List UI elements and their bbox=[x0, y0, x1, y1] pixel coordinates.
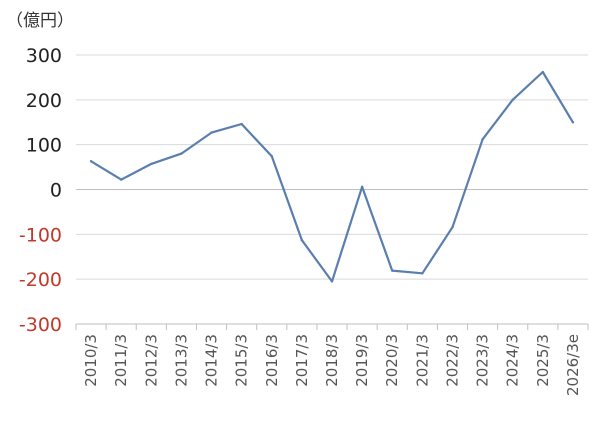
x-tick-label: 2020/3 bbox=[383, 334, 401, 387]
data-point bbox=[119, 178, 123, 181]
data-point bbox=[270, 155, 273, 158]
data-point bbox=[391, 269, 394, 272]
data-point bbox=[210, 131, 213, 134]
x-tick-label: 2019/3 bbox=[353, 334, 371, 387]
y-tick-label: 100 bbox=[26, 135, 62, 157]
x-axis bbox=[75, 189, 589, 330]
x-tick-label: 2024/3 bbox=[504, 334, 522, 387]
x-tick-label: 2013/3 bbox=[172, 334, 190, 387]
y-tick-label: -100 bbox=[19, 224, 62, 246]
x-tick-label: 2021/3 bbox=[413, 334, 431, 387]
data-point bbox=[300, 238, 304, 242]
y-tick-label: 0 bbox=[50, 180, 62, 202]
x-tick-label: 2015/3 bbox=[233, 334, 251, 387]
x-tick-label: 2018/3 bbox=[323, 334, 341, 387]
y-axis-ticks: 300 200 100 0 -100 -200 -300 bbox=[19, 45, 62, 336]
x-axis-ticks: 2010/3 2011/3 2012/3 2013/3 2014/3 2015/3 2016… bbox=[82, 334, 582, 396]
x-tick-label: 2025/3 bbox=[534, 334, 552, 387]
y-tick-label: 300 bbox=[26, 45, 62, 67]
data-point bbox=[180, 152, 183, 155]
x-tick-label: 2026/3e bbox=[564, 334, 582, 396]
unit-label: （億円） bbox=[6, 11, 74, 31]
x-tick-label: 2016/3 bbox=[263, 334, 281, 387]
x-tick-label: 2010/3 bbox=[82, 334, 100, 387]
data-point bbox=[541, 70, 545, 74]
data-point bbox=[360, 185, 364, 189]
x-tick-label: 2011/3 bbox=[112, 334, 130, 387]
data-point bbox=[481, 138, 484, 141]
x-tick-label: 2017/3 bbox=[293, 334, 311, 387]
y-tick-label: -200 bbox=[19, 269, 62, 291]
x-tick-label: 2023/3 bbox=[474, 334, 492, 387]
data-point bbox=[89, 160, 93, 163]
x-tick-label: 2014/3 bbox=[203, 334, 221, 387]
series-line bbox=[89, 70, 575, 283]
x-tick-label: 2022/3 bbox=[443, 334, 461, 387]
y-tick-label: -300 bbox=[19, 314, 62, 336]
data-point bbox=[421, 272, 424, 275]
x-tick-label: 2012/3 bbox=[142, 334, 160, 387]
data-point bbox=[511, 98, 514, 102]
data-point bbox=[330, 280, 334, 283]
y-tick-label: 200 bbox=[26, 90, 62, 112]
data-point bbox=[240, 122, 243, 126]
data-point bbox=[451, 225, 454, 229]
series-layer bbox=[89, 70, 575, 283]
data-point bbox=[571, 121, 575, 124]
data-point bbox=[150, 162, 153, 166]
